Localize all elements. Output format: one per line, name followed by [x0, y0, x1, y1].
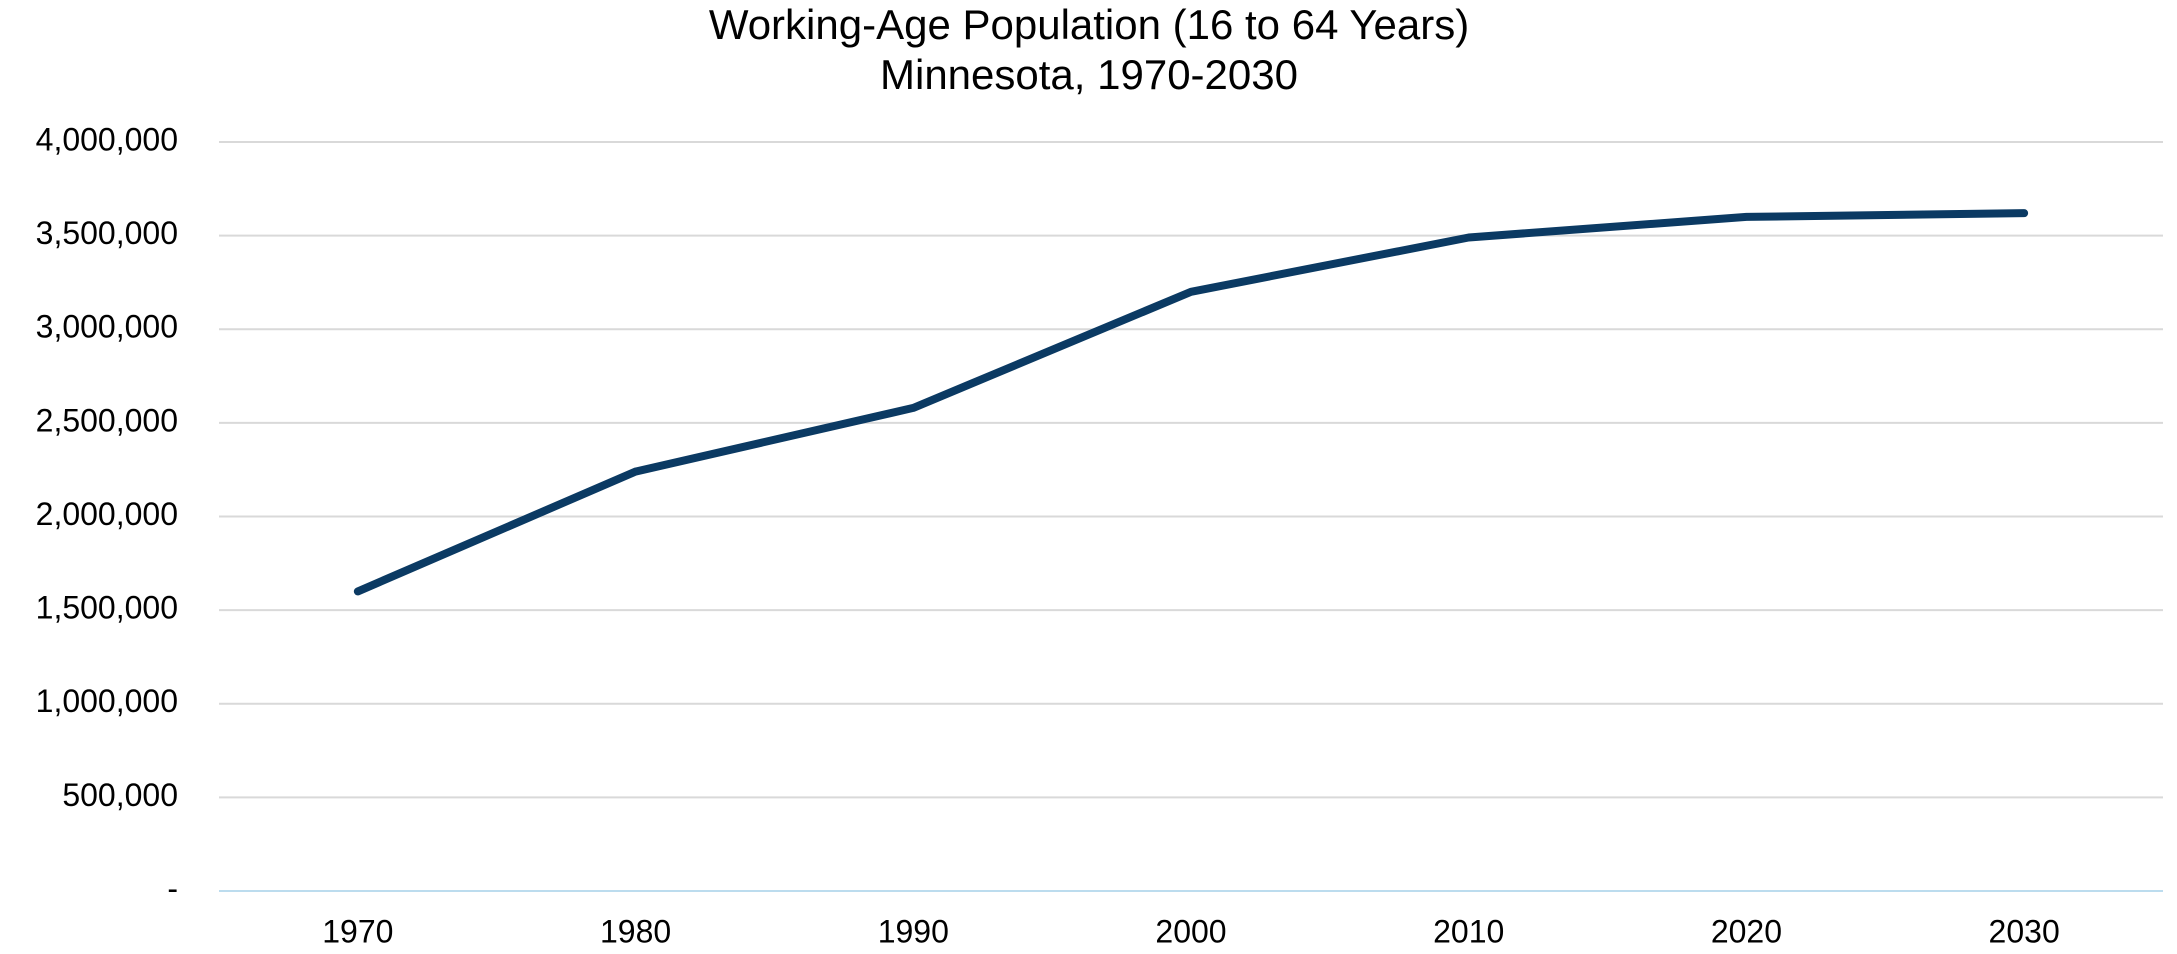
chart-title: Working-Age Population (16 to 64 Years) [709, 1, 1469, 48]
x-tick-label: 1970 [322, 913, 393, 949]
line-series [353, 209, 2029, 596]
y-tick-label: 3,000,000 [36, 309, 178, 345]
x-tick-label: 2010 [1433, 913, 1504, 949]
y-tick-label: 2,500,000 [36, 402, 178, 438]
y-tick-label: 1,000,000 [36, 683, 178, 719]
y-tick-label: 500,000 [62, 777, 178, 813]
y-tick-label: - [167, 870, 178, 906]
x-tick-label: 1980 [600, 913, 671, 949]
y-tick-label: 3,500,000 [36, 215, 178, 251]
y-tick-label: 4,000,000 [36, 121, 178, 157]
chart-subtitle: Minnesota, 1970-2030 [880, 51, 1298, 98]
x-tick-label: 2020 [1711, 913, 1782, 949]
x-tick-label: 1990 [878, 913, 949, 949]
y-tick-label: 1,500,000 [36, 590, 178, 626]
y-tick-label: 2,000,000 [36, 496, 178, 532]
x-tick-label: 2030 [1989, 913, 2060, 949]
x-tick-label: 2000 [1155, 913, 1226, 949]
